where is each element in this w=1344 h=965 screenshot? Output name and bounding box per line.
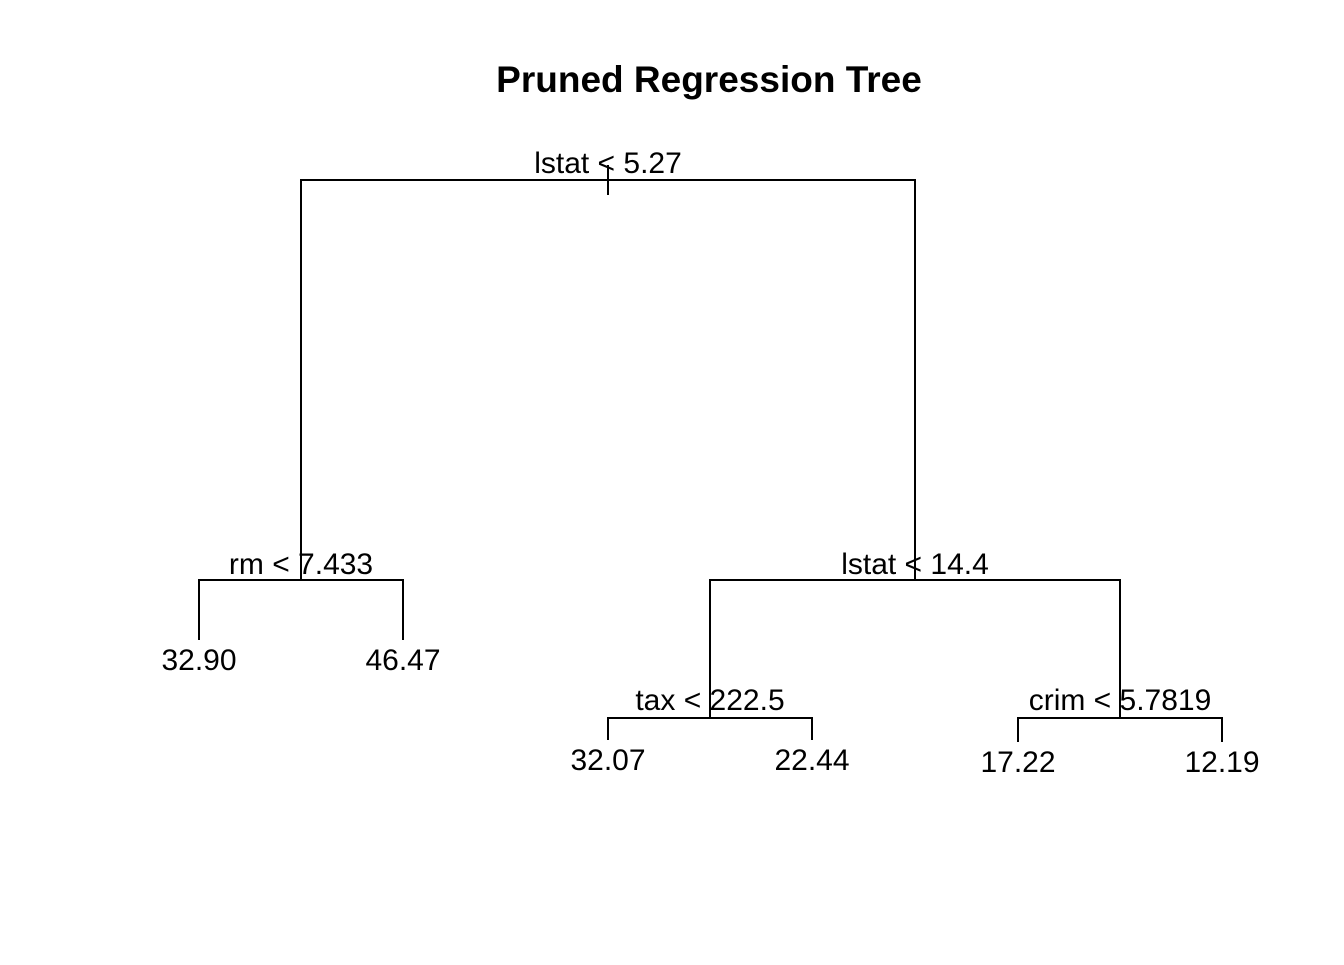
edge-root: [300, 179, 916, 580]
edge-crim: [1017, 717, 1223, 742]
split-label-tax: tax < 222.5: [635, 684, 784, 717]
split-label-crim: crim < 5.7819: [1029, 684, 1212, 717]
leaf-value: 12.19: [1184, 746, 1259, 779]
split-label-lstat-14: lstat < 14.4: [841, 548, 989, 581]
edge-tax: [607, 717, 813, 740]
edge-lstat-14: [709, 579, 1121, 718]
leaf-value: 17.22: [980, 746, 1055, 779]
leaf-value: 32.90: [161, 644, 236, 677]
split-label-root: lstat < 5.27: [534, 147, 682, 180]
edge-rm: [198, 579, 404, 640]
split-label-rm: rm < 7.433: [229, 548, 373, 581]
leaf-value: 22.44: [774, 744, 849, 777]
leaf-value: 32.07: [570, 744, 645, 777]
plot-title: Pruned Regression Tree: [496, 59, 922, 100]
leaf-value: 46.47: [365, 644, 440, 677]
